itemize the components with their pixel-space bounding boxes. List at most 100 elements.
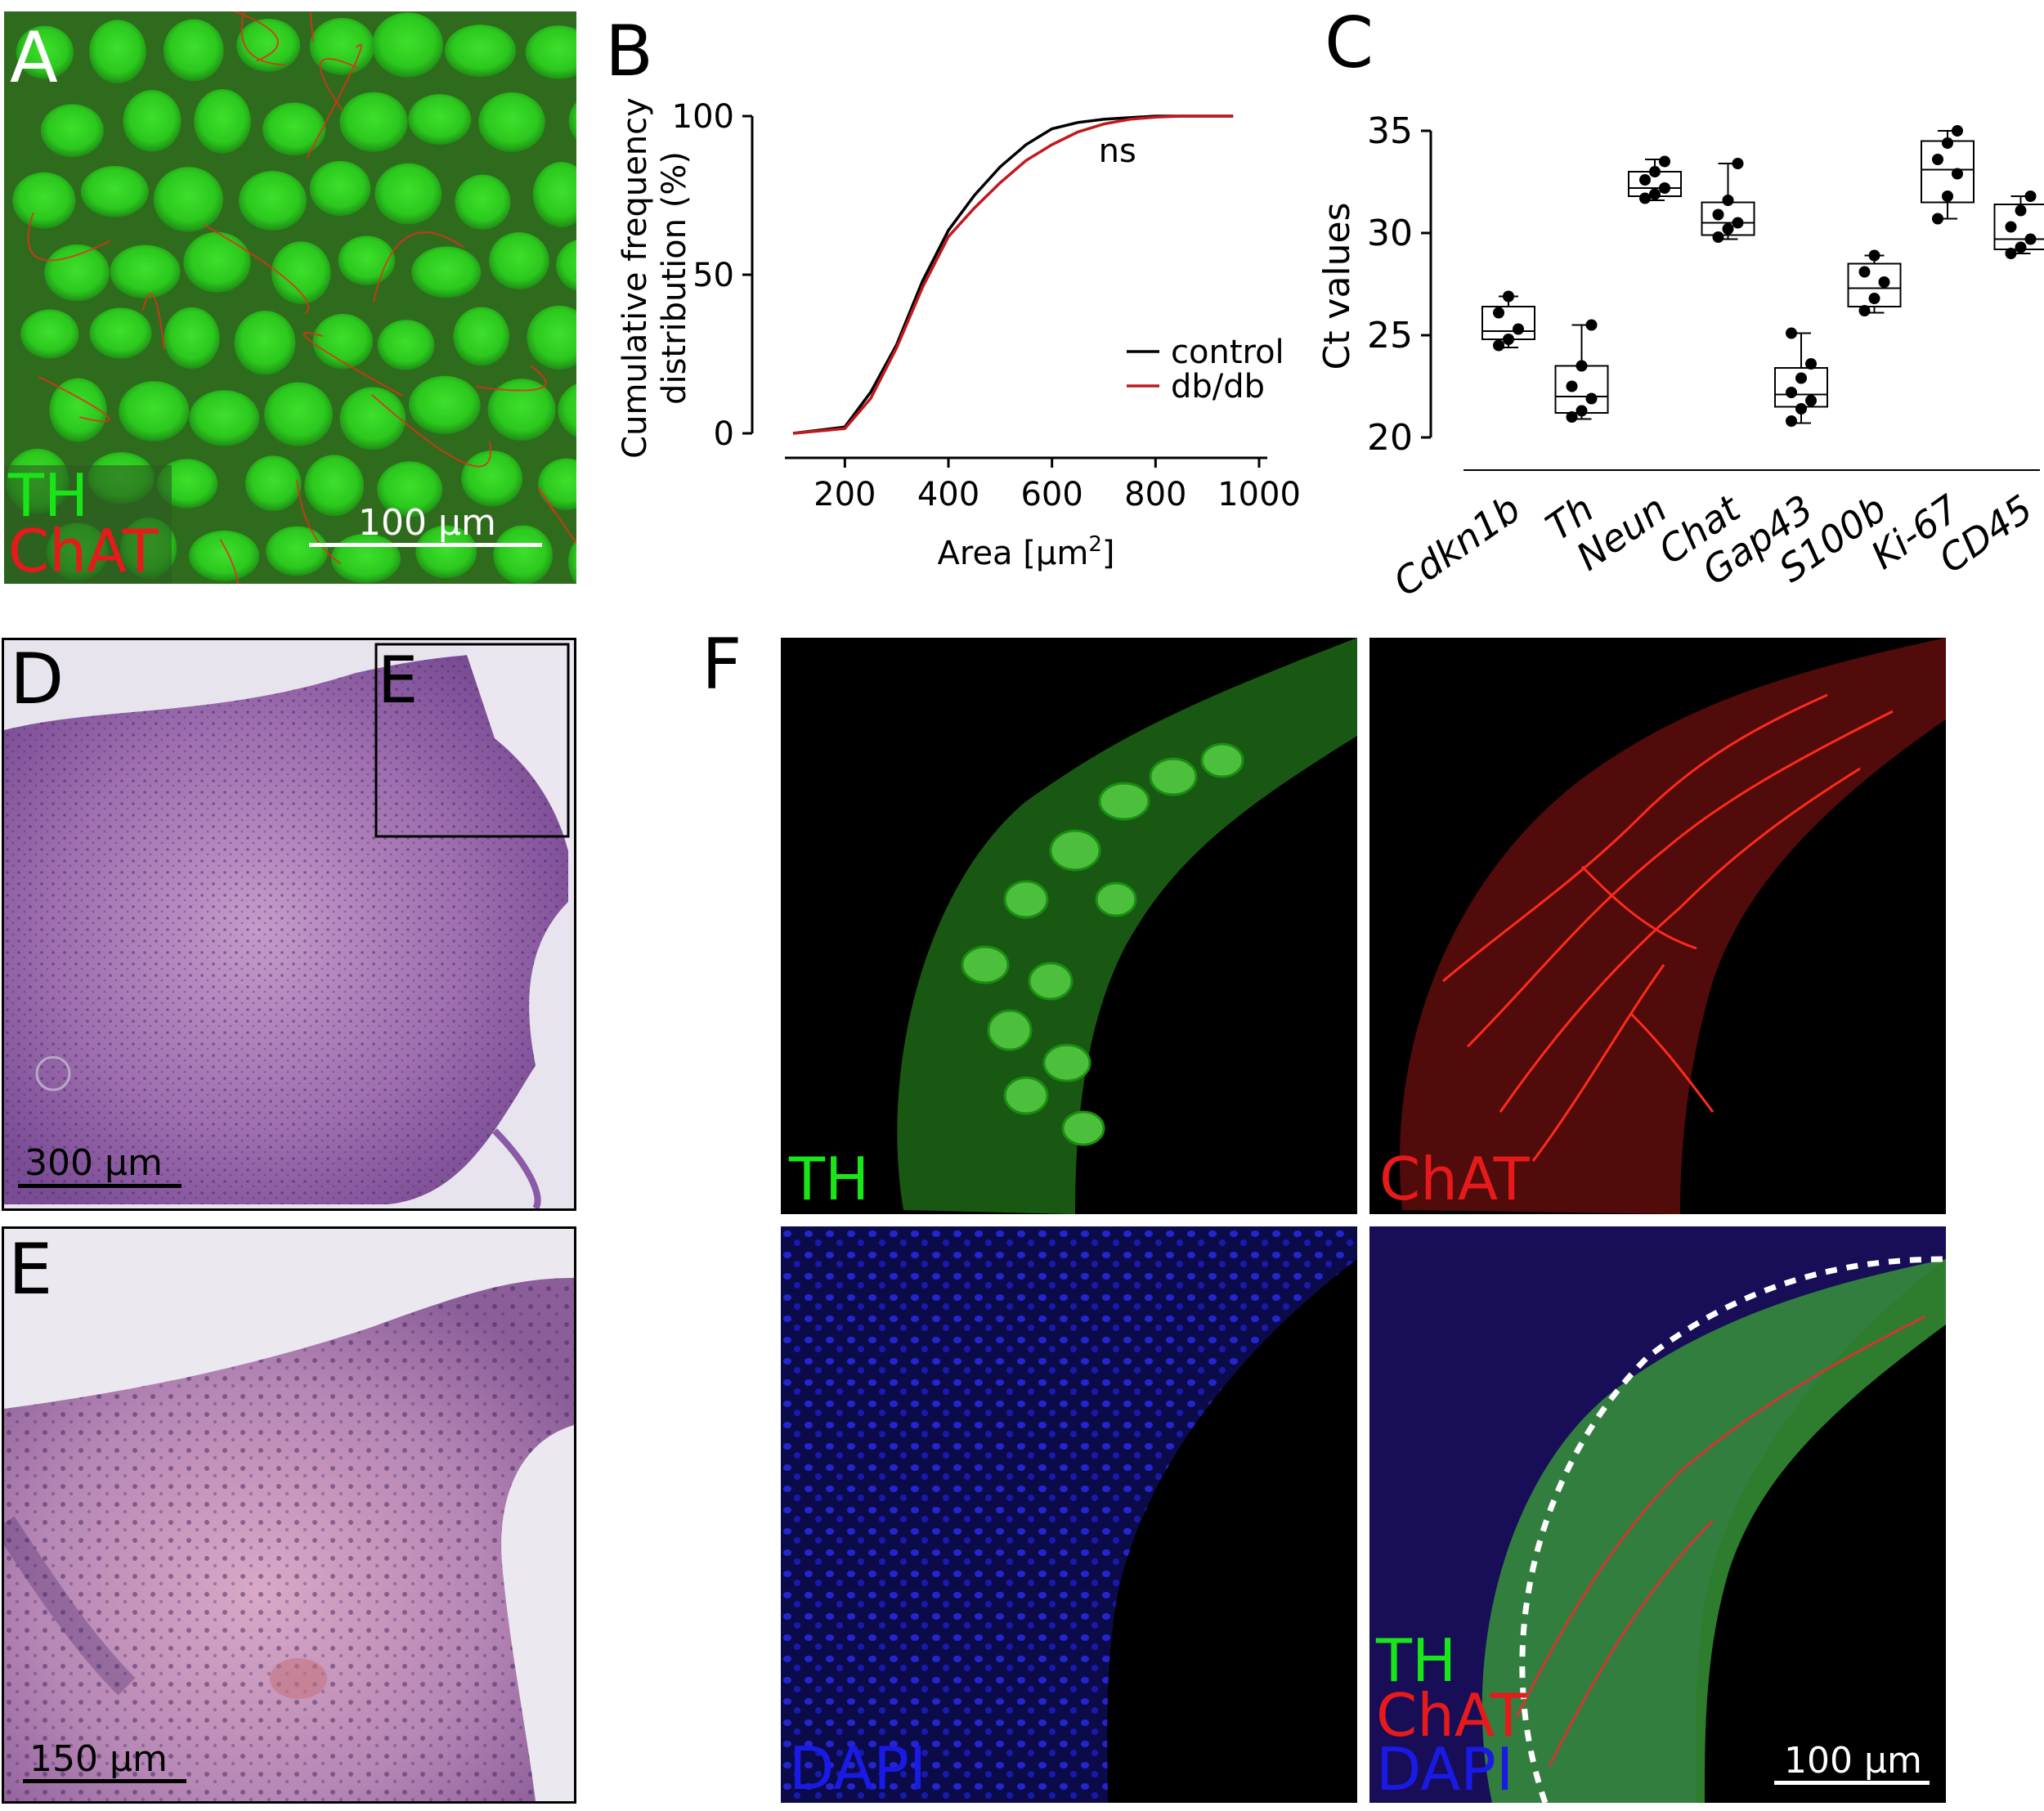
y-axis-label: Ct values — [1316, 202, 1358, 370]
point-s100b-0 — [1858, 305, 1871, 316]
panel-f-tile-th-label: TH — [789, 1145, 870, 1213]
y-tick-label-30: 30 — [1367, 213, 1413, 254]
point-cdkn1b-0 — [1493, 339, 1504, 352]
panel-f-tile-merge — [1369, 1226, 1946, 1803]
panel-f-scale-label: 100 µm — [1784, 1740, 1922, 1782]
y-axis-label-line-1: Cumulative frequency — [616, 97, 654, 459]
panel-b-letter: B — [605, 11, 653, 92]
panel-d-scale-label: 300 µm — [25, 1142, 163, 1184]
panel-b-chart: 0 50 100 200 400 600 800 1000 Area [µm2] Cumulati… — [616, 97, 1301, 572]
panel-e-scale-bar — [23, 1779, 186, 1783]
point-cdkn1b-4 — [1503, 290, 1514, 303]
series-line-control — [792, 114, 1234, 435]
point-ki67-3 — [1932, 154, 1943, 165]
panel-f-tile-th — [781, 638, 1357, 1214]
panel-e-letter: E — [8, 1229, 53, 1311]
point-neun-4 — [1649, 166, 1661, 177]
point-cd45-0 — [2005, 248, 2017, 259]
point-gap43-3 — [1786, 387, 1797, 398]
panel-c-letter: C — [1325, 2, 1374, 84]
point-ki67-5 — [1952, 125, 1963, 137]
point-neun-0 — [1639, 192, 1651, 204]
panel-e: E 150 µm — [0, 1226, 576, 1811]
legend-label-1: db/db — [1171, 368, 1265, 406]
series-line-dbdb — [792, 114, 1234, 435]
panel-f-merge-label-chat: ChAT — [1376, 1681, 1526, 1750]
panel-d-micrograph — [2, 638, 576, 1211]
panel-a-scale-bar — [309, 543, 542, 547]
point-ki67-2 — [1952, 168, 1963, 180]
x-tick-label-1000: 1000 — [1217, 476, 1301, 513]
panel-e-scale-label: 150 µm — [29, 1738, 168, 1780]
point-chat-1 — [1722, 223, 1734, 235]
point-chat-5 — [1732, 158, 1744, 169]
y-tick-label-25: 25 — [1367, 315, 1413, 356]
panel-f-tile-chat-label: ChAT — [1379, 1145, 1530, 1213]
point-th-0 — [1566, 411, 1578, 423]
point-s100b-1 — [1868, 293, 1880, 304]
panel-c: C 20 25 30 35 Ct values Cdkn1b Th Neun Chat Gap43… — [1308, 0, 2044, 621]
point-ki67-0 — [1932, 213, 1943, 225]
point-th-2 — [1585, 392, 1598, 405]
x-axis-label: Area [µm2] — [938, 532, 1115, 572]
point-gap43-4 — [1795, 372, 1807, 384]
panel-a-label-chat: ChAT — [8, 517, 159, 585]
point-s100b-4 — [1868, 249, 1880, 262]
point-chat-3 — [1712, 208, 1724, 221]
point-cd45-1 — [2015, 241, 2027, 253]
legend-label-0: control — [1171, 334, 1284, 371]
point-th-3 — [1566, 380, 1578, 392]
panel-f-letter: F — [702, 624, 742, 706]
panel-f-tile-chat — [1369, 638, 1946, 1214]
point-th-1 — [1576, 405, 1588, 417]
y-axis-label-line-2: distribution (%) — [656, 151, 693, 405]
point-cdkn1b-3 — [1493, 307, 1504, 319]
point-gap43-5 — [1805, 358, 1817, 370]
box-th — [1554, 365, 1609, 414]
panel-f-merge-label-dapi: DAPI — [1376, 1735, 1514, 1804]
point-cd45-2 — [2024, 233, 2037, 245]
point-th-4 — [1576, 360, 1588, 372]
panel-d-scale-bar — [18, 1184, 182, 1188]
point-s100b-2 — [1878, 276, 1890, 288]
point-chat-4 — [1722, 195, 1734, 206]
point-cdkn1b-2 — [1513, 323, 1524, 335]
panel-a-scale-label: 100 µm — [358, 502, 496, 544]
panel-f: F TH C — [687, 630, 2044, 1811]
panel-f-merge-label-th: TH — [1376, 1626, 1457, 1695]
point-gap43-6 — [1786, 327, 1797, 339]
y-tick-label-20: 20 — [1367, 417, 1413, 459]
category-label-cdkn1b: Cdkn1b — [1386, 486, 1529, 605]
point-chat-2 — [1732, 217, 1744, 229]
point-cd45-4 — [2015, 204, 2027, 217]
x-tick-label-800: 800 — [1124, 476, 1186, 513]
point-gap43-1 — [1795, 403, 1807, 415]
y-tick-label-100: 100 — [672, 98, 734, 136]
panel-b: B 0 50 100 200 400 600 800 1000 Area [µm2] Cumula… — [597, 0, 1333, 589]
point-neun-5 — [1659, 155, 1670, 168]
point-cdkn1b-1 — [1503, 334, 1514, 345]
y-tick-label-0: 0 — [714, 415, 734, 453]
y-tick-label-50: 50 — [693, 257, 734, 294]
x-tick-label-600: 600 — [1020, 476, 1083, 513]
y-tick-label-35: 35 — [1367, 110, 1413, 152]
point-neun-1 — [1649, 188, 1661, 200]
point-neun-2 — [1659, 182, 1670, 194]
panel-d: D E 300 µm — [0, 636, 576, 1211]
point-s100b-3 — [1858, 266, 1871, 278]
panel-a-micrograph — [4, 11, 576, 584]
panel-a-letter: A — [10, 17, 58, 99]
panel-d-letter: D — [10, 639, 65, 720]
panel-a: A TH ChAT 100 µm — [0, 0, 580, 585]
point-th-5 — [1585, 319, 1598, 331]
panel-e-micrograph — [2, 1226, 576, 1804]
panel-a-label-th: TH — [8, 461, 89, 530]
panel-f-scale-bar — [1774, 1781, 1930, 1785]
x-tick-label-400: 400 — [917, 476, 979, 513]
point-gap43-2 — [1805, 395, 1817, 406]
point-cd45-5 — [2024, 191, 2037, 202]
panel-f-tile-dapi-label: DAPI — [789, 1734, 927, 1803]
significance-annotation: ns — [1099, 132, 1136, 170]
point-chat-0 — [1712, 231, 1724, 243]
